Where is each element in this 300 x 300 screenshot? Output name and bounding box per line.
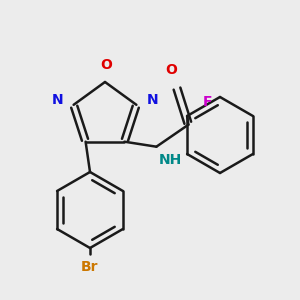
Text: NH: NH [158, 153, 182, 167]
Text: O: O [166, 63, 177, 77]
Text: F: F [202, 95, 212, 109]
Text: Br: Br [81, 260, 99, 274]
Text: N: N [146, 93, 158, 107]
Text: N: N [52, 93, 64, 107]
Text: O: O [100, 58, 112, 72]
